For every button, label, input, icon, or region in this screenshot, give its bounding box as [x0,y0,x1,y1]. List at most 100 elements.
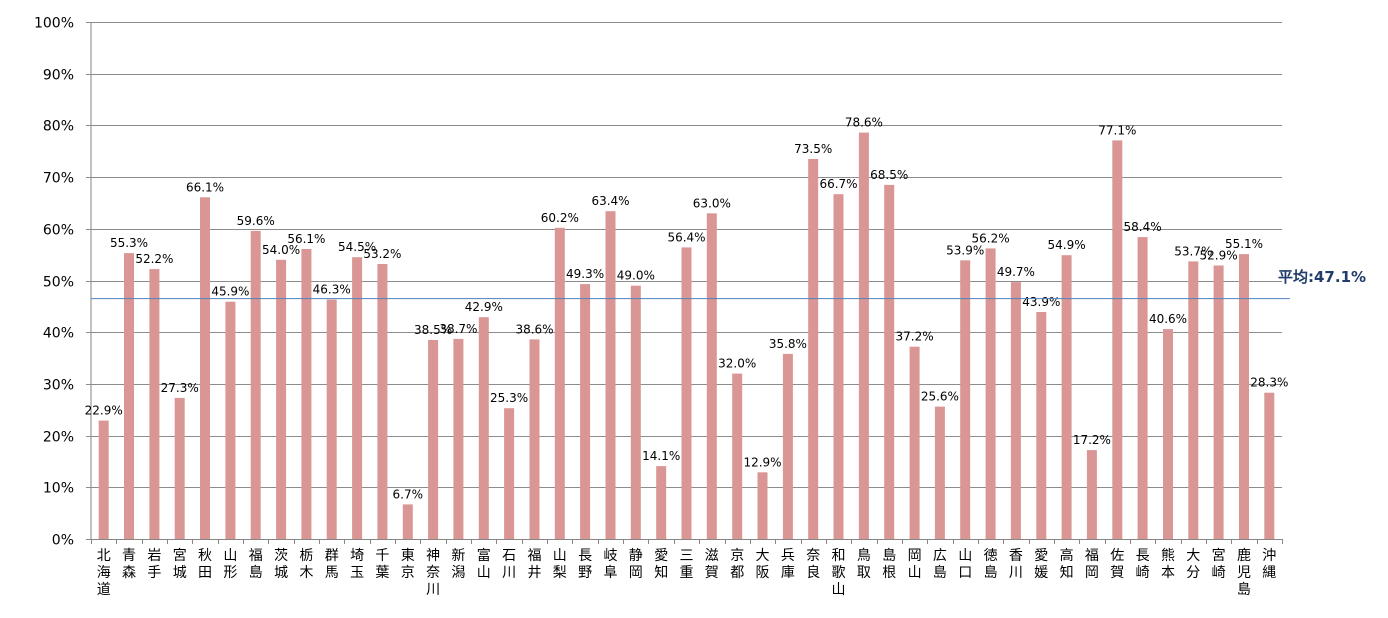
data-label: 27.3% [161,381,199,395]
bar [1036,312,1047,539]
data-label: 73.5% [794,142,832,156]
data-label: 53.2% [363,247,401,261]
bar [934,406,945,539]
y-axis-tick-labels: 0% 10% 20% 30% 40% 50% 60% 70% 80% 90% 100% [34,16,74,549]
x-category-label: 大分 [1186,548,1200,581]
x-category-label: 大阪 [756,548,770,581]
data-label: 56.4% [667,230,705,244]
x-category-label: 岡山 [908,548,922,581]
data-label: 12.9% [743,455,781,469]
bar [1163,329,1173,539]
y-tick-label: 80% [43,119,74,135]
x-category-label: 福井 [528,548,542,581]
x-category-label: 愛媛 [1034,548,1048,581]
bar [757,472,768,539]
bar [149,269,160,539]
bar [200,197,210,540]
x-category-label: 島根 [882,548,896,581]
x-category-label: 福島 [249,548,263,581]
bar [326,299,337,539]
data-label: 45.9% [211,285,249,299]
x-axis-category-labels: 北海道青森岩手宮城秋田山形福島茨城栃木群馬埼玉千葉東京神奈川新潟富山石川福井山梨… [97,547,1277,598]
bar [909,346,920,539]
data-label: 14.1% [642,449,680,463]
data-labels: 22.9% 55.3% 52.2% 27.3% 66.1% 45.9% 59.6% 54.0%… [85,116,1289,502]
bar [732,373,743,539]
x-category-label: 佐賀 [1110,548,1124,581]
bar [428,340,439,539]
y-tick-label: 30% [43,378,74,394]
data-label: 52.2% [135,252,173,266]
data-label: 78.6% [845,116,883,130]
x-category-label: 沖縄 [1262,548,1276,581]
average-label: 平均:47.1% [1278,268,1366,286]
bar [605,211,616,539]
data-label: 53.7% [1174,244,1212,258]
data-label: 63.4% [591,194,629,208]
x-category-label: 神奈川 [426,548,440,598]
x-category-label: 岐阜 [604,548,618,581]
x-category-label: 茨城 [274,548,288,581]
data-label: 49.0% [617,269,655,283]
data-label: 53.9% [946,243,984,257]
data-label: 68.5% [870,168,908,182]
data-label: 56.2% [972,231,1010,245]
y-tick-label: 50% [43,275,74,291]
bar [884,184,895,539]
x-category-label: 和歌山 [832,548,846,598]
x-category-label: 宮崎 [1212,548,1226,581]
x-category-label: 高知 [1060,547,1074,581]
x-category-label: 青森 [122,548,136,581]
bar [1213,265,1224,539]
data-label: 17.2% [1073,433,1111,447]
x-category-label: 香川 [1009,548,1023,581]
data-label: 55.1% [1225,237,1263,251]
bar [985,248,996,539]
x-category-label: 岩手 [147,548,161,581]
data-label: 55.3% [110,236,148,250]
bar [1137,237,1148,539]
bar [124,253,134,539]
bars [98,132,1275,540]
data-label: 40.6% [1149,312,1187,326]
data-label: 38.7% [439,322,477,336]
bar [1086,450,1097,539]
bar [529,339,540,539]
bar [301,249,312,539]
data-label: 49.7% [997,265,1035,279]
data-label: 54.0% [262,243,300,257]
x-category-label: 埼玉 [350,548,364,581]
data-label: 38.5% [414,323,452,337]
bar [250,230,261,539]
data-label: 37.2% [896,330,934,344]
bar [782,353,793,539]
data-label: 60.2% [541,211,579,225]
data-label: 6.7% [393,487,424,501]
data-label: 46.3% [313,283,351,297]
x-category-label: 北海道 [97,548,111,598]
x-category-label: 滋賀 [705,548,719,581]
x-category-label: 秋田 [198,548,212,581]
x-category-label: 兵庫 [781,548,795,581]
data-label: 22.9% [85,404,123,418]
y-tick-label: 10% [43,481,74,497]
x-category-label: 三重 [680,548,694,581]
bar [1112,140,1123,539]
y-tick-label: 70% [43,171,74,187]
bar [377,264,388,539]
data-label: 43.9% [1022,295,1060,309]
bar [453,338,464,539]
bar [808,159,819,539]
x-category-label: 愛知 [654,548,668,581]
average-line-group: 平均:47.1% [91,268,1366,300]
data-label: 66.1% [186,180,224,194]
x-category-label: 静岡 [629,548,643,581]
x-category-label: 鳥取 [857,548,871,581]
bar [478,317,489,539]
y-tick-label: 100% [34,16,74,32]
x-category-label: 長野 [578,548,592,581]
bar [174,397,185,539]
x-category-label: 長崎 [1136,548,1150,581]
